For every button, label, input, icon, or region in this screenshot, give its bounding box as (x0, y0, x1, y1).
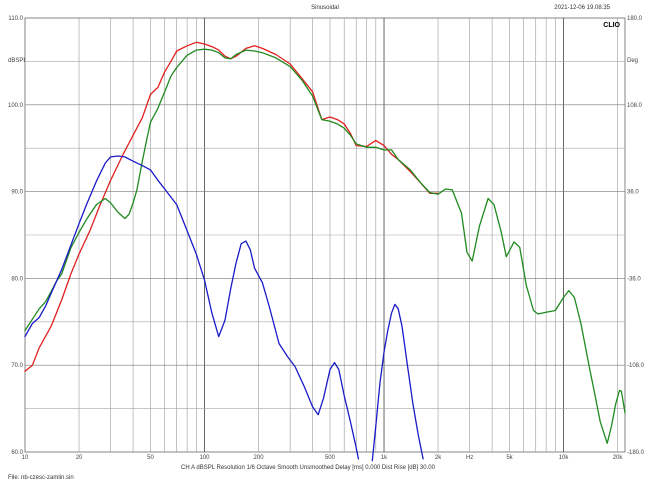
y-axis-label: dBSPL (8, 58, 27, 64)
y2-tick-labels: 180.0 108.0 36.0 -36.0 -108.0 -180.0 (627, 16, 645, 456)
y-tick-label: 90.0 (11, 190, 23, 196)
y2-axis-label: Deg (627, 58, 638, 64)
y2-tick-label: -108.0 (627, 363, 645, 369)
x-tick-label: 10k (559, 455, 570, 461)
y-tick-label: 70.0 (11, 363, 23, 369)
y2-tick-label: 36.0 (627, 190, 639, 196)
x-tick-label: 2k (435, 455, 442, 461)
file-name: File: nb-czesc-zamlin.sin (8, 475, 74, 481)
y-tick-labels: 110.0 100.0 90.0 80.0 70.0 60.0 (8, 16, 24, 456)
series-line-4 (371, 303, 424, 462)
grid-lines (25, 18, 625, 452)
y2-tick-label: -180.0 (627, 450, 645, 456)
x-tick-label: Hz (466, 455, 473, 461)
y-tick-label: 60.0 (11, 450, 23, 456)
clio-logo: CLIO (603, 22, 620, 29)
x-tick-label: 1k (381, 455, 388, 461)
series-group (24, 41, 626, 462)
series-line-3 (24, 155, 360, 460)
series-line-2 (24, 48, 626, 444)
status-line: CH A dBSPL Resolution 1/6 Octave Smooth … (181, 465, 436, 471)
x-tick-label: 20 (76, 455, 83, 461)
y-tick-label: 100.0 (8, 103, 24, 109)
y2-tick-label: -36.0 (627, 276, 641, 282)
y-tick-label: 80.0 (11, 276, 23, 282)
series-line-1 (24, 41, 439, 372)
chart-title: Sinusoidal (311, 5, 339, 11)
y-tick-label: 110.0 (8, 16, 23, 22)
x-tick-label: 100 (200, 455, 211, 461)
x-tick-label: 20k (613, 455, 624, 461)
x-tick-label: 200 (254, 455, 265, 461)
x-tick-label: 10 (22, 455, 29, 461)
timestamp: 2021-12-06 19.08.35 (554, 5, 610, 11)
y2-tick-label: 180.0 (627, 16, 643, 22)
x-tick-labels: 10 20 50 100 200 500 1k 2k Hz 5k 10k 20k (22, 455, 624, 461)
x-tick-label: 5k (506, 455, 513, 461)
x-tick-label: 50 (147, 455, 154, 461)
y2-tick-label: 108.0 (627, 103, 643, 109)
x-tick-label: 500 (325, 455, 336, 461)
